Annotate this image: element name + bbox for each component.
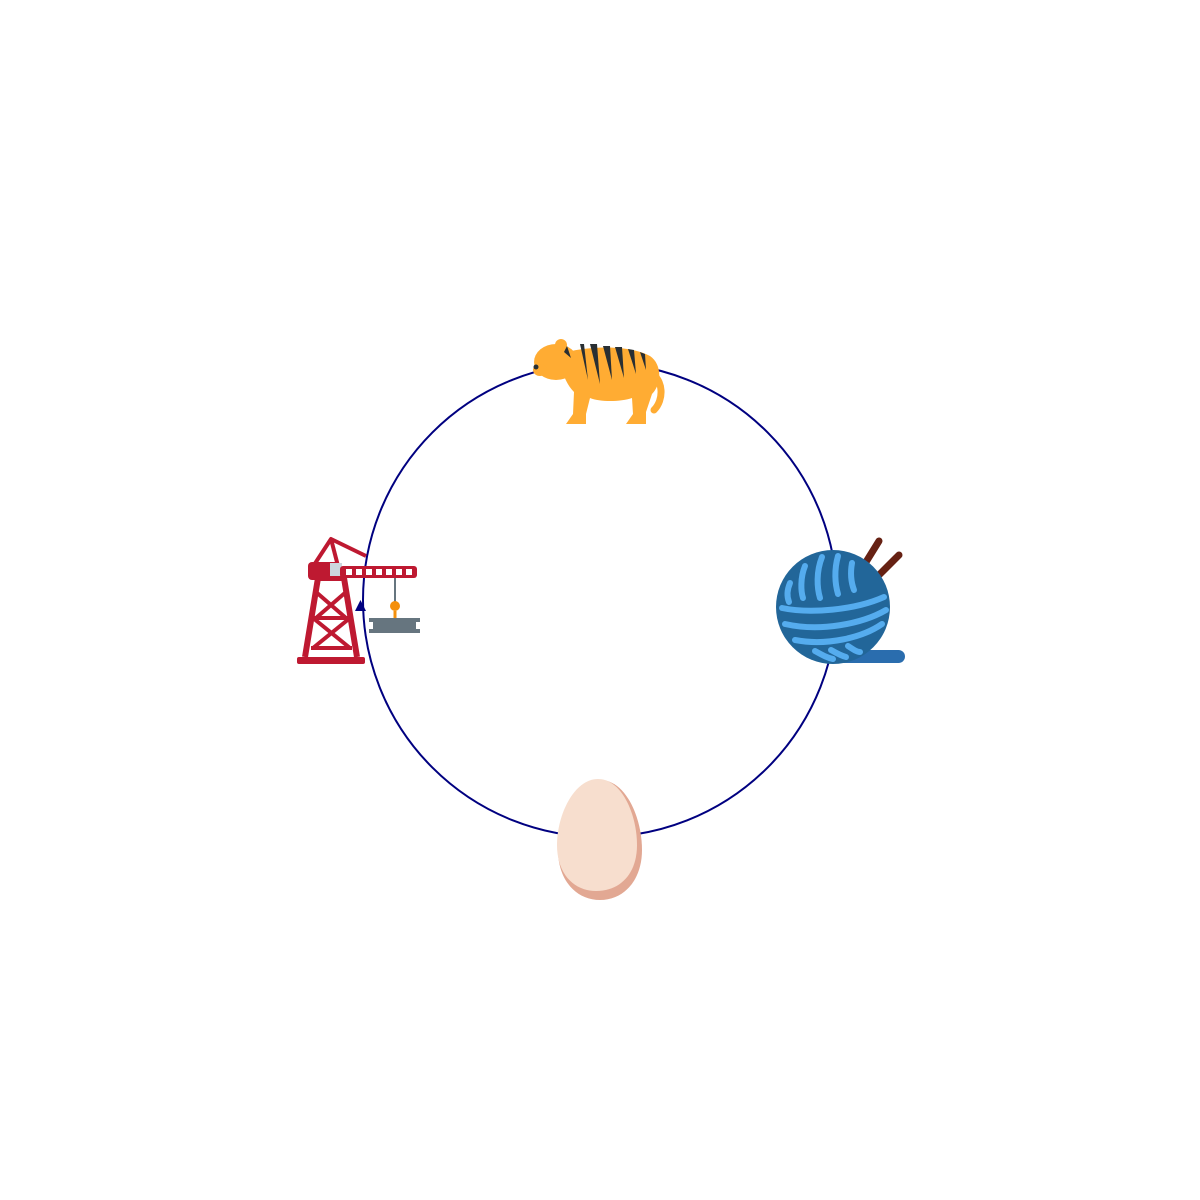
cycle-ring — [362, 362, 838, 838]
egg-icon — [557, 779, 642, 900]
yarn-ball-icon — [776, 537, 905, 664]
cycle-arrow — [355, 600, 366, 611]
tiger-icon — [533, 339, 665, 424]
construction-crane-icon — [297, 537, 420, 664]
